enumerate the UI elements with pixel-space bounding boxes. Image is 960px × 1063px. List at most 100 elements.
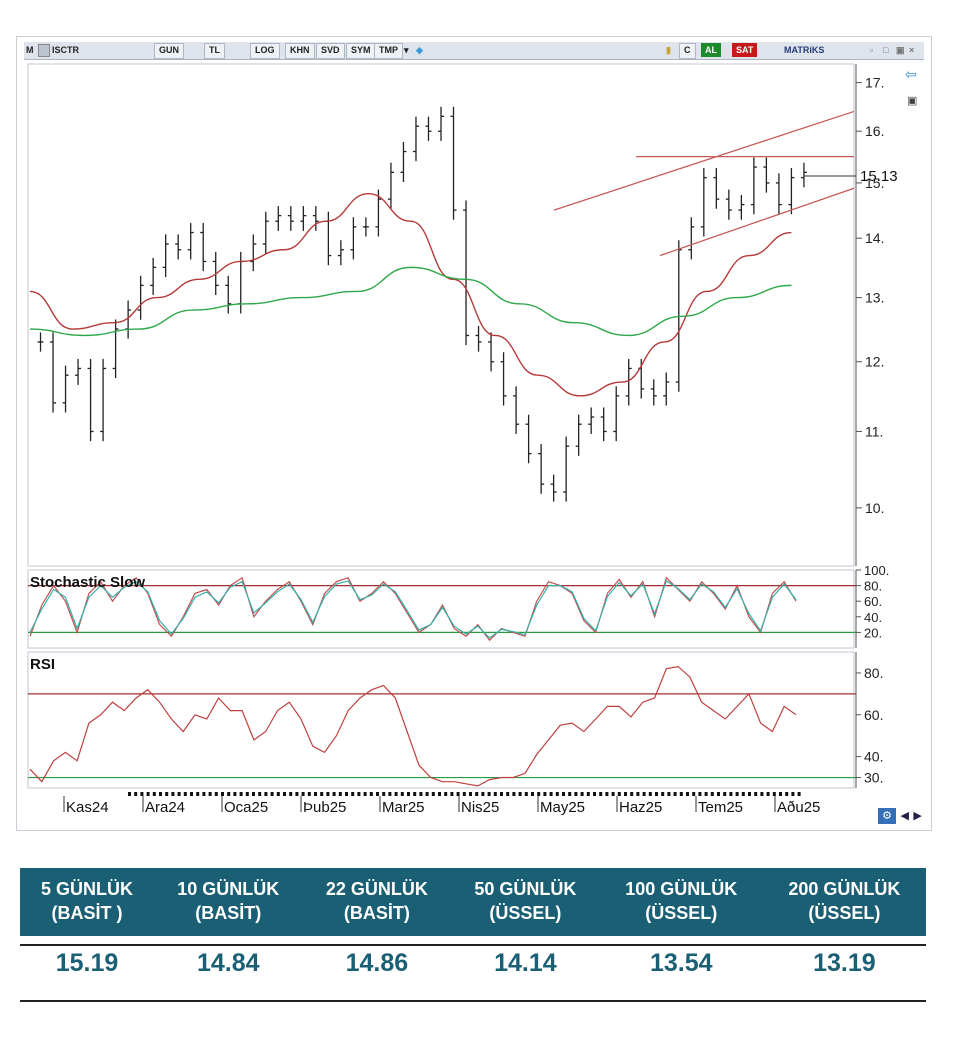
x-minor-tick: [307, 792, 311, 796]
x-minor-tick: [258, 792, 262, 796]
price-bar: [37, 332, 44, 352]
price-bar: [162, 234, 169, 278]
side-tools: ⇦ ▣: [903, 64, 925, 112]
x-minor-tick: [748, 792, 751, 796]
scroll-icon[interactable]: ▣: [907, 95, 918, 107]
x-minor-tick: [698, 792, 702, 796]
x-minor-tick: [276, 792, 280, 796]
price-bar: [725, 189, 732, 220]
price-bar: [87, 358, 94, 442]
x-minor-tick: [183, 792, 187, 796]
x-minor-tick: [487, 792, 491, 796]
price-bar: [112, 319, 119, 379]
maximize-icon[interactable]: □: [883, 45, 889, 55]
lock-icon[interactable]: ▮: [666, 45, 671, 55]
x-minor-tick: [741, 792, 745, 796]
arrow-right-icon[interactable]: ▶: [913, 810, 922, 822]
price-bar: [362, 217, 369, 237]
x-minor-tick: [252, 792, 255, 796]
tmp-button[interactable]: TMP: [374, 43, 403, 59]
x-minor-tick: [766, 792, 770, 796]
price-bar: [788, 168, 795, 215]
sell-button[interactable]: SAT: [732, 43, 758, 57]
price-bar: [763, 157, 770, 193]
price-bar: [688, 217, 695, 260]
header-10-day: 10 GÜNLÜK (BASİT): [154, 868, 303, 936]
arrow-left-icon[interactable]: ⇦: [905, 66, 917, 82]
x-minor-tick: [413, 792, 417, 796]
dropdown-arrow-icon[interactable]: ▾: [404, 45, 409, 55]
price-bar: [200, 222, 207, 272]
price-bar: [625, 358, 632, 406]
rsi-tick-label: 80.: [864, 665, 883, 681]
price-bar: [538, 444, 545, 494]
x-tick-label: Mar25: [382, 799, 425, 816]
price-bar: [150, 257, 157, 296]
period-button[interactable]: GUN: [154, 43, 184, 59]
c-button[interactable]: C: [679, 43, 696, 59]
khn-button[interactable]: KHN: [285, 43, 315, 59]
price-bar: [412, 116, 419, 162]
x-minor-tick: [704, 792, 708, 796]
log-button[interactable]: LOG: [250, 43, 280, 59]
arrow-left-icon[interactable]: ◀: [900, 810, 909, 822]
x-minor-tick: [152, 792, 156, 796]
price-bar: [775, 173, 782, 215]
restore-icon[interactable]: ▣: [896, 45, 905, 55]
x-minor-tick: [314, 792, 317, 796]
price-chart[interactable]: 10.11.12.13.14.15.16.17.15.13 20.40.60.8…: [24, 60, 924, 830]
x-minor-tick: [146, 792, 150, 796]
x-minor-tick: [382, 792, 386, 796]
buy-button[interactable]: AL: [701, 43, 721, 57]
x-minor-tick: [301, 792, 305, 796]
x-minor-tick: [289, 792, 293, 796]
price-bar: [750, 157, 757, 215]
x-tick-label: Þub25: [303, 799, 346, 816]
price-bar: [600, 407, 607, 442]
x-minor-tick: [351, 792, 355, 796]
price-bar: [800, 162, 807, 188]
x-minor-tick: [338, 792, 342, 796]
currency-button[interactable]: TL: [204, 43, 225, 59]
sym-button[interactable]: SYM: [346, 43, 376, 59]
x-minor-tick: [431, 792, 435, 796]
x-minor-tick: [506, 792, 510, 796]
symbol-label[interactable]: ISCTR: [52, 45, 79, 55]
price-tick-label: 10.: [865, 500, 884, 516]
x-minor-tick: [723, 792, 727, 796]
x-minor-tick: [605, 792, 609, 796]
close-icon[interactable]: ×: [909, 45, 915, 55]
price-bar: [563, 436, 570, 502]
x-minor-tick: [245, 792, 249, 796]
x-axis: Kas24 Ara24 Oca25 Þub25 Mar25 Nis25 May25 Haz25…: [63, 792, 820, 816]
price-bar: [350, 217, 357, 260]
x-minor-tick: [493, 792, 497, 796]
rsi-title: RSI: [30, 656, 55, 673]
minimize-icon[interactable]: ▫: [870, 45, 874, 55]
settings-icon[interactable]: ⚙: [878, 808, 896, 824]
stoch-d-line: [29, 579, 797, 639]
x-minor-tick: [642, 792, 646, 796]
value-10-day: 14.84: [197, 949, 260, 977]
price-bar: [650, 379, 657, 406]
x-minor-tick: [512, 792, 516, 796]
x-minor-tick: [574, 792, 578, 796]
header-100-day: 100 GÜNLÜK (ÜSSEL): [599, 868, 763, 936]
x-minor-tick: [227, 792, 231, 796]
x-minor-tick: [518, 792, 522, 796]
price-tick-label: 17.: [865, 75, 884, 91]
price-bar: [337, 240, 344, 266]
table-header-row: 5 GÜNLÜK (BASİT ) 10 GÜNLÜK (BASİT) 22 G…: [20, 868, 926, 936]
x-minor-tick: [332, 792, 336, 796]
svd-button[interactable]: SVD: [316, 43, 345, 59]
x-minor-tick: [611, 792, 615, 796]
x-minor-tick: [555, 792, 559, 796]
price-bar: [700, 168, 707, 237]
x-minor-tick: [438, 792, 441, 796]
twitter-icon[interactable]: ◆: [416, 45, 423, 55]
grid-icon[interactable]: [38, 44, 50, 57]
price-plot-area: [27, 63, 855, 567]
x-minor-tick: [630, 792, 634, 796]
stoch-k-line: [29, 576, 797, 642]
price-panel: 10. 11. 12. 13. 14. 15. 16. 17. 15.13: [27, 63, 898, 567]
